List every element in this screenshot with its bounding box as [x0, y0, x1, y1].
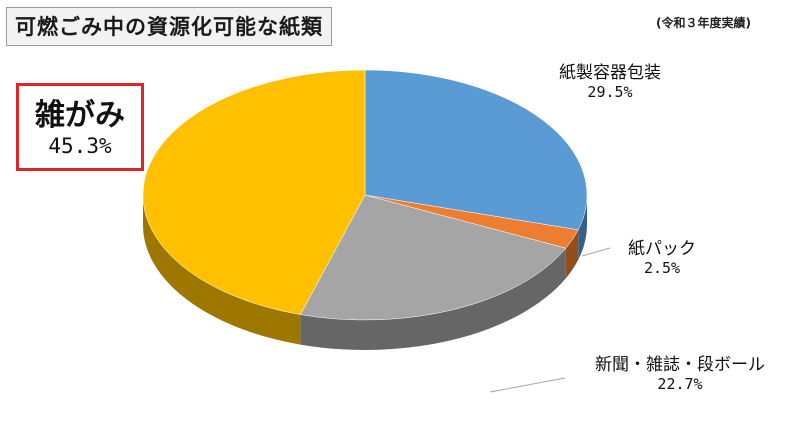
- pie-slice-kamiseiyoki: [364, 69, 588, 231]
- chart-title: 可燃ごみ中の資源化可能な紙類: [6, 7, 332, 46]
- pie-side-zatsugami: [143, 195, 301, 345]
- leader-kamipack: [581, 247, 611, 257]
- label-zatsugami-name: 雑がみ: [35, 98, 125, 133]
- label-zatsugami-value: 45.3%: [48, 134, 112, 158]
- pie-side-kamiseiyoki: [578, 195, 587, 260]
- pie-slice-shinbun: [300, 194, 567, 321]
- label-kamipack-value: 2.5%: [643, 259, 681, 277]
- chart-subtitle: (令和３年度実績): [656, 16, 751, 30]
- label-kamipack: 紙パック 2.5%: [612, 234, 712, 277]
- label-kamiseiyoki: 紙製容器包装 29.5%: [545, 58, 675, 101]
- label-shinbun: 新聞・雑誌・段ボール 22.7%: [565, 350, 795, 393]
- label-kamiseiyoki-name: 紙製容器包装: [559, 63, 661, 83]
- label-zatsugami: 雑がみ 45.3%: [16, 90, 144, 158]
- leader-shinbun: [489, 377, 566, 393]
- label-shinbun-name: 新聞・雑誌・段ボール: [595, 355, 765, 375]
- pie-side-kamipack: [565, 229, 579, 279]
- pie-side-shinbun: [300, 248, 566, 350]
- pie-slice-zatsugami: [142, 69, 366, 315]
- label-shinbun-value: 22.7%: [657, 375, 703, 393]
- label-kamiseiyoki-value: 29.5%: [587, 83, 633, 101]
- label-kamipack-name: 紙パック: [628, 239, 696, 259]
- highlight-box: [16, 83, 144, 171]
